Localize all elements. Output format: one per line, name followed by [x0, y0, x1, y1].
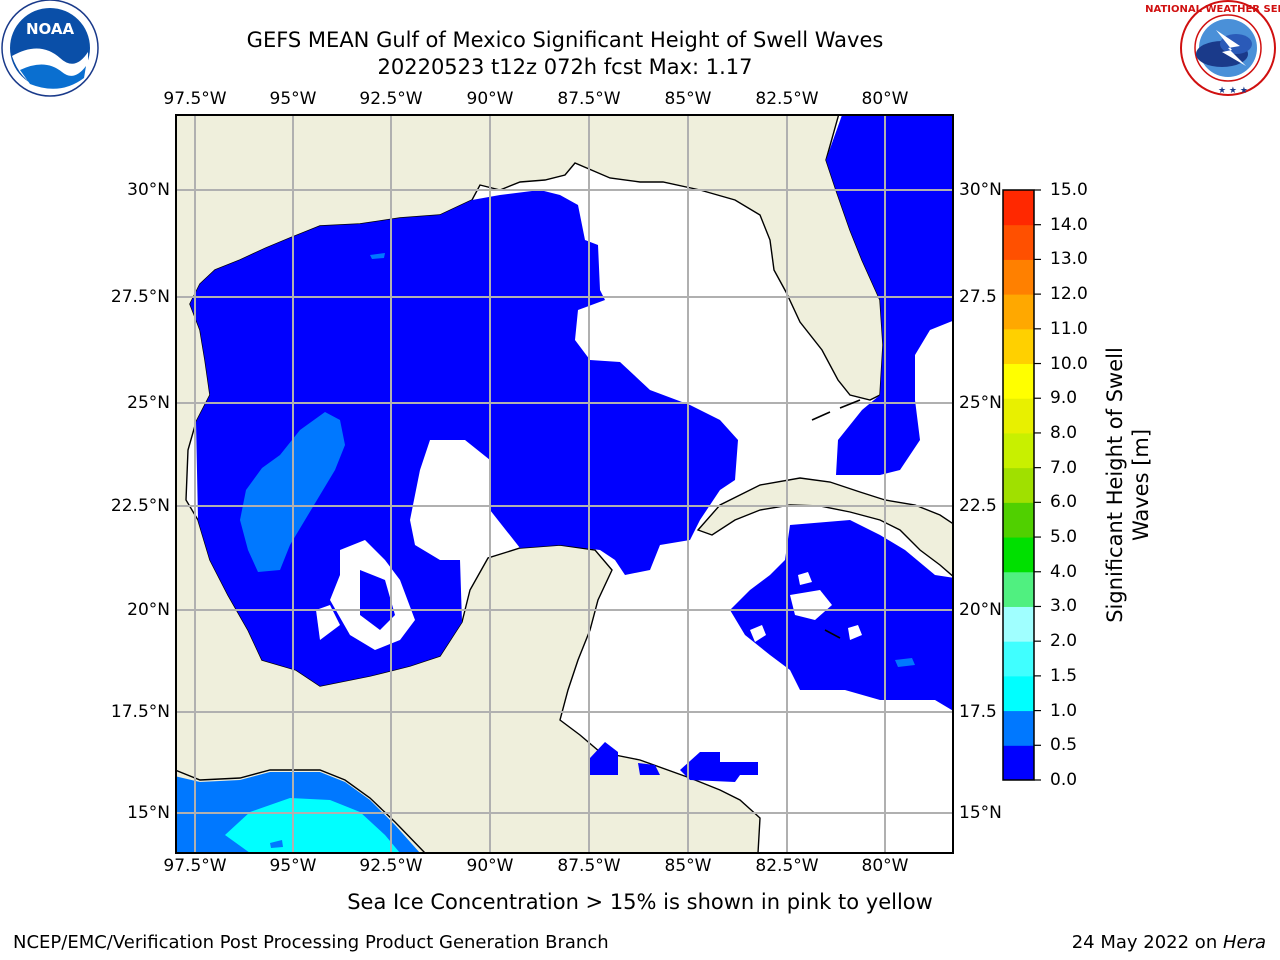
lat-label-left: 30°N [127, 180, 170, 200]
lon-label-top: 97.5°W [163, 89, 227, 109]
colorbar-swatch [1003, 190, 1034, 226]
colorbar-swatch [1003, 537, 1034, 573]
chart-title: GEFS MEAN Gulf of Mexico Significant Hei… [246, 28, 884, 52]
lat-label-left: 17.5°N [110, 702, 170, 722]
colorbar-tick-label: 11.0 [1050, 318, 1088, 339]
lat-label-left: 27.5°N [110, 287, 170, 307]
lon-label-bottom: 82.5°W [755, 856, 819, 876]
lon-label-top: 95°W [269, 89, 317, 109]
colorbar-swatch [1003, 398, 1034, 434]
lon-label-top: 90°W [466, 89, 514, 109]
colorbar-tick-label: 0.5 [1050, 735, 1078, 756]
colorbar-tick-label: 1.5 [1050, 665, 1078, 686]
colorbar-tick-label: 8.0 [1050, 422, 1078, 443]
colorbar-swatch [1003, 502, 1034, 538]
colorbar-tick-label: 7.0 [1050, 457, 1078, 478]
lat-label-left: 22.5°N [110, 496, 170, 516]
colorbar-tick-label: 0.0 [1050, 770, 1078, 790]
colorbar-tick-label: 4.0 [1050, 561, 1078, 582]
sea-ice-note-text: Sea Ice Concentration > 15% is shown in … [347, 890, 933, 914]
lat-label-right: 17.5 [959, 702, 997, 722]
colorbar-swatch [1003, 467, 1034, 503]
lon-label-top: 82.5°W [755, 89, 819, 109]
sea-ice-note: Sea Ice Concentration > 15% is shown in … [0, 890, 1280, 914]
colorbar-title-line1: Significant Height of Swell [1103, 347, 1127, 623]
colorbar-swatch [1003, 745, 1034, 781]
colorbar-tick-label: 14.0 [1050, 214, 1088, 235]
colorbar-tick-label: 12.0 [1050, 284, 1088, 305]
colorbar-title: Significant Height of Swell Waves [m] [1102, 347, 1154, 623]
colorbar-tick-label: 9.0 [1050, 388, 1078, 409]
colorbar-swatch [1003, 432, 1034, 469]
colorbar-swatch [1003, 710, 1034, 746]
lat-label-left: 25°N [127, 393, 170, 413]
colorbar-tick-label: 15.0 [1050, 180, 1088, 200]
footer-date-text: 24 May 2022 on [1071, 932, 1223, 953]
colorbar-tick-label: 2.0 [1050, 631, 1078, 652]
colorbar-swatch [1003, 363, 1034, 399]
map-frame [175, 114, 954, 854]
lon-label-top: 92.5°W [359, 89, 423, 109]
colorbar-swatch [1003, 641, 1034, 677]
chart-subtitle: 20220523 t12z 072h fcst Max: 1.17 [377, 55, 753, 79]
lon-label-top: 80°W [861, 89, 909, 109]
colorbar-swatch [1003, 294, 1034, 330]
colorbar-swatch [1003, 224, 1034, 260]
ocean-low-swell [190, 190, 738, 686]
lon-label-bottom: 90°W [466, 856, 514, 876]
colorbar-swatch [1003, 675, 1034, 712]
colorbar-swatch [1003, 328, 1034, 365]
lat-label-right: 27.5 [959, 287, 997, 307]
graticule [176, 115, 953, 853]
footer-credit: NCEP/EMC/Verification Post Processing Pr… [13, 932, 609, 953]
nws-ring-text: NATIONAL WEATHER SERVICE [1145, 4, 1280, 15]
footer-date: 24 May 2022 on Hera [1072, 932, 1266, 953]
lat-label-right: 25°N [959, 393, 1002, 413]
lon-label-bottom: 97.5°W [163, 856, 227, 876]
colorbar-tick-label: 1.0 [1050, 700, 1078, 721]
lat-label-left: 15°N [127, 803, 170, 823]
colorbar-tick-label: 13.0 [1050, 249, 1088, 270]
land-cuba [696, 477, 953, 578]
lat-label-left: 20°N [127, 600, 170, 620]
colorbar-swatch [1003, 606, 1034, 642]
svg-text:★ ★ ★: ★ ★ ★ [1218, 86, 1248, 96]
lon-label-top: 87.5°W [557, 89, 621, 109]
colorbar-tick-label: 3.0 [1050, 596, 1078, 617]
lon-label-bottom: 80°W [861, 856, 909, 876]
nws-logo: NATIONAL WEATHER SERVICE ★ ★ ★ [1145, 0, 1280, 96]
colorbar-tick-label: 6.0 [1050, 492, 1078, 513]
lat-label-right: 20°N [959, 600, 1002, 620]
noaa-logo: NOAA [1, 0, 99, 97]
lat-label-right: 30°N [959, 180, 1002, 200]
colorbar [1003, 189, 1041, 781]
lon-label-bottom: 85°W [664, 856, 712, 876]
colorbar-tick-label: 10.0 [1050, 353, 1088, 374]
lon-label-bottom: 87.5°W [557, 856, 621, 876]
lon-label-bottom: 92.5°W [359, 856, 423, 876]
lat-label-right: 22.5 [959, 496, 997, 516]
map-area [176, 115, 953, 853]
lon-label-bottom: 95°W [269, 856, 317, 876]
colorbar-swatch [1003, 571, 1034, 607]
noaa-text: NOAA [26, 20, 75, 38]
colorbar-tick-label: 5.0 [1050, 527, 1078, 548]
lat-label-right: 15°N [959, 803, 1002, 823]
footer-machine: Hera [1222, 932, 1266, 953]
colorbar-swatch [1003, 259, 1034, 295]
colorbar-title-line2: Waves [m] [1129, 428, 1153, 542]
lon-label-top: 85°W [664, 89, 712, 109]
